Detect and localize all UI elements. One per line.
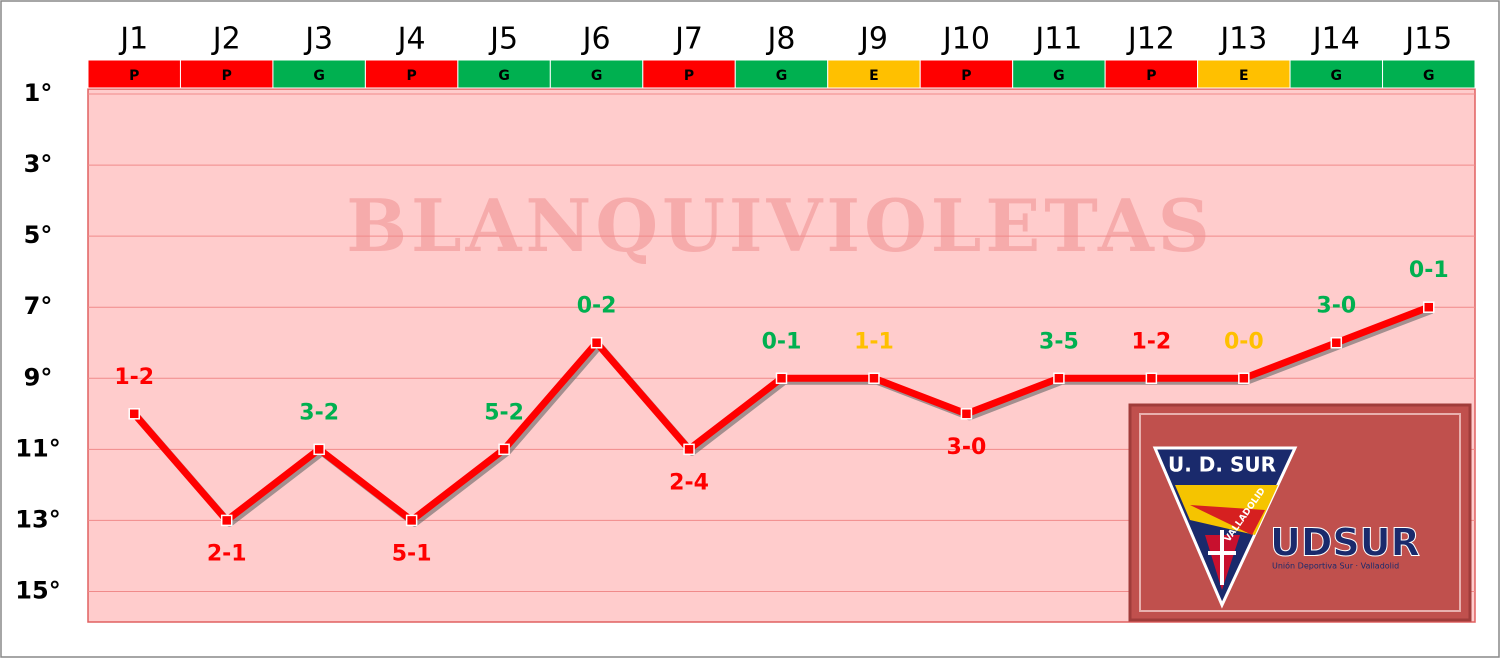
y-tick-label: 5° [24, 221, 53, 249]
x-tick-label: J14 [1311, 22, 1360, 57]
result-label: P [961, 68, 971, 84]
result-label: P [129, 68, 139, 84]
x-tick-label: J8 [766, 22, 796, 57]
score-label: 0-2 [577, 294, 617, 319]
result-label: G [313, 68, 325, 84]
result-cell [642, 59, 736, 89]
score-label: 3-2 [299, 400, 339, 425]
y-tick-label: 13° [15, 505, 60, 533]
score-label: 2-1 [207, 541, 247, 566]
x-tick-label: J7 [673, 22, 703, 57]
result-label: P [1146, 68, 1156, 84]
x-tick-label: J2 [211, 22, 241, 57]
marker [1330, 336, 1343, 349]
marker [1238, 372, 1250, 385]
result-cell [1289, 59, 1384, 89]
y-tick-label: 1° [24, 79, 53, 107]
result-label: P [407, 68, 417, 84]
result-cell [919, 59, 1014, 89]
y-tick-label: 7° [24, 292, 53, 320]
y-tick-label: 15° [15, 576, 60, 604]
logo-subtitle: Unión Deportiva Sur · Valladolid [1272, 561, 1399, 571]
score-label: 2-4 [669, 470, 709, 495]
score-label: 0-0 [1224, 329, 1264, 354]
result-cell [272, 59, 366, 89]
watermark: BLANQUIVIOLETAS [346, 183, 1214, 268]
x-tick-label: J1 [118, 22, 148, 57]
result-cell [1012, 59, 1106, 89]
x-tick-label: J6 [581, 22, 611, 57]
marker [313, 443, 325, 456]
score-label: 3-0 [1316, 294, 1356, 319]
marker [1053, 372, 1065, 385]
x-tick-label: J4 [396, 22, 426, 57]
marker [220, 514, 233, 527]
y-tick-label: 9° [24, 363, 53, 391]
result-label: P [222, 68, 232, 84]
x-tick-label: J5 [488, 22, 518, 57]
result-cell [734, 59, 829, 89]
result-cell [457, 59, 551, 89]
x-tick-label: J11 [1033, 22, 1082, 57]
result-label: P [684, 68, 694, 84]
x-tick-label: J9 [858, 22, 888, 57]
result-cell [1197, 59, 1291, 89]
score-label: 1-2 [1131, 329, 1171, 354]
result-label: E [1239, 68, 1249, 84]
score-label: 5-2 [484, 400, 524, 425]
result-label: G [1423, 68, 1435, 84]
marker [683, 443, 695, 456]
x-tick-label: J3 [303, 22, 333, 57]
marker [128, 408, 140, 420]
result-label: G [1331, 68, 1343, 84]
logo-border [1139, 413, 1461, 612]
y-tick-label: 11° [15, 434, 60, 462]
score-label: 3-0 [947, 435, 987, 460]
marker [960, 408, 973, 420]
marker [590, 336, 603, 349]
x-tick-label: J15 [1403, 22, 1452, 57]
x-tick-label: J13 [1218, 22, 1267, 57]
shield-stripe [1190, 505, 1265, 535]
result-label: G [776, 68, 788, 84]
score-label: 0-1 [762, 329, 802, 354]
result-label: G [1053, 68, 1065, 84]
marker [868, 372, 880, 385]
marker [498, 443, 510, 456]
result-label: E [869, 68, 879, 84]
marker [1423, 301, 1435, 313]
logo-top: U. D. SUR [1168, 453, 1276, 477]
marker [405, 514, 418, 527]
logo-name: UDSUR [1270, 521, 1420, 565]
result-cell [1382, 59, 1476, 89]
logo: U. D. SUR VALLADOLID UDSUR Unión Deporti… [1128, 403, 1472, 622]
cross [1208, 530, 1236, 585]
marker [1145, 372, 1158, 385]
score-label: 5-1 [392, 541, 432, 566]
score-label: 1-1 [854, 329, 894, 354]
x-tick-label: J12 [1126, 22, 1175, 57]
marker [775, 372, 788, 385]
score-label: 0-1 [1409, 258, 1449, 283]
x-tick-label: J10 [941, 22, 990, 57]
result-label: G [591, 68, 603, 84]
result-label: G [498, 68, 510, 84]
score-label: 3-5 [1039, 329, 1079, 354]
y-tick-label: 3° [24, 150, 53, 178]
score-label: 1-2 [114, 365, 154, 390]
